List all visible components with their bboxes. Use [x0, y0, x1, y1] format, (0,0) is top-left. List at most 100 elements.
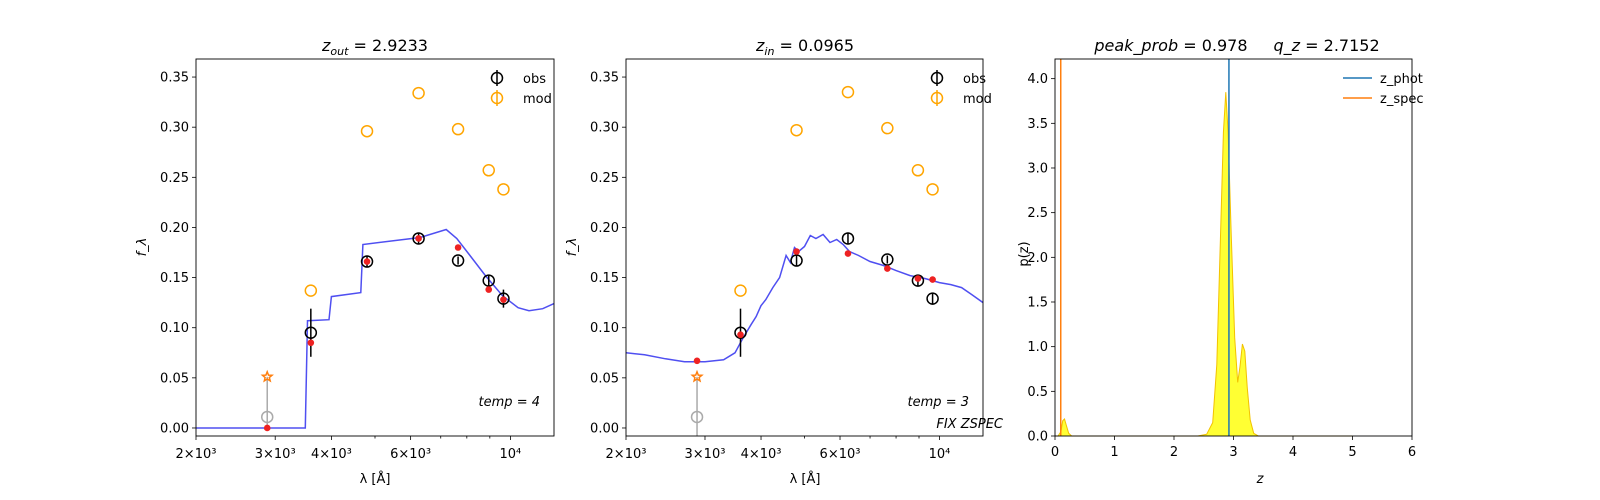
- x-axis-label: z: [1256, 472, 1265, 487]
- model-flux-dot: [844, 250, 852, 257]
- legend-label-zphot: z_phot: [1380, 72, 1423, 87]
- y-tick-label: 0.0: [1027, 430, 1048, 445]
- obs-point: [841, 232, 855, 245]
- mod-point: [734, 284, 747, 297]
- obs-point: [412, 232, 425, 245]
- legend-label-zspec: z_spec: [1380, 92, 1424, 107]
- y-tick-label: 0.20: [590, 221, 619, 236]
- x-tick-label: 2: [1170, 445, 1178, 460]
- legend-mod-marker: [930, 90, 944, 106]
- y-tick-label: 0.20: [160, 221, 189, 236]
- x-tick-label: 10⁴: [500, 447, 522, 462]
- x-tick-label: 6: [1408, 445, 1416, 460]
- mod-point: [790, 123, 803, 137]
- obs-point: [360, 255, 374, 268]
- obs-point: [911, 274, 925, 287]
- model-flux-dot: [737, 331, 744, 339]
- obs-point: [790, 254, 803, 267]
- y-tick-label: 1.0: [1027, 340, 1048, 355]
- legend-obs-marker: [490, 70, 504, 86]
- y-tick-label: 0.05: [590, 371, 619, 386]
- obs-point: [304, 326, 318, 339]
- legend-mod-marker: [490, 90, 504, 106]
- legend-obs-marker: [930, 70, 944, 86]
- obs-point: [497, 292, 510, 305]
- y-tick-label: 0.05: [160, 371, 189, 386]
- axes-frame: [1054, 58, 1413, 437]
- y-axis-label: f_λ: [565, 238, 580, 257]
- mod-point: [881, 121, 894, 135]
- legend-label-obs: obs: [963, 72, 986, 87]
- legend-label-mod: mod: [523, 92, 552, 107]
- y-tick-label: 2.0: [1027, 251, 1048, 266]
- model-flux-dot: [307, 339, 315, 347]
- mod-point: [412, 86, 425, 100]
- model-flux-dot: [914, 275, 922, 282]
- pz-curve: [1055, 92, 1353, 437]
- obs-point: [451, 254, 465, 267]
- y-tick-label: 4.0: [1027, 72, 1048, 87]
- upper-limit-star: [260, 369, 274, 383]
- legend-label-mod: mod: [963, 92, 992, 107]
- y-axis-label: f_λ: [135, 238, 150, 257]
- mod-point: [482, 164, 495, 177]
- pz-panel: peak_prob = 0.978 q_z = 2.7152 z p(z) z_p…: [1017, 36, 1424, 487]
- y-tick-label: 1.5: [1027, 295, 1048, 310]
- plot-area: 2×10³ 3×10³ 4×10³ 6×10³ 10⁴ 0.00 0.05 0.10 0.15 0…: [590, 58, 984, 462]
- x-tick-label: 4×10³: [311, 447, 352, 462]
- y-tick-label: 2.5: [1027, 206, 1048, 221]
- y-axis-label: p(z): [1017, 241, 1032, 266]
- y-tick-label: 3.5: [1027, 117, 1048, 132]
- y-tick-label: 0.15: [590, 271, 619, 286]
- y-tick-label: 0.5: [1027, 385, 1048, 400]
- model-flux-dot: [884, 265, 891, 272]
- model-sed-line: [196, 228, 554, 429]
- legend-label-obs: obs: [523, 72, 546, 87]
- model-flux-dot: [500, 296, 507, 303]
- obs-point: [482, 274, 495, 287]
- fix-zspec-annotation: FIX ZSPEC: [936, 417, 1004, 432]
- y-tick-label: 0.25: [160, 171, 189, 186]
- x-tick-label: 2×10³: [176, 447, 217, 462]
- x-tick-label: 6×10³: [820, 447, 861, 462]
- x-axis-label: λ [Å]: [360, 471, 391, 487]
- model-flux-dot: [363, 258, 371, 265]
- obs-point: [881, 253, 894, 266]
- mod-point: [911, 164, 925, 177]
- model-flux-dot: [693, 357, 701, 365]
- panel-title: peak_prob = 0.978 q_z = 2.7152: [1093, 36, 1379, 56]
- x-axis-label: λ [Å]: [790, 471, 821, 487]
- model-flux-dot: [929, 276, 936, 283]
- mod-point: [497, 183, 510, 196]
- x-tick-label: 2×10³: [606, 447, 647, 462]
- panel-title: zout = 2.9233: [321, 36, 428, 58]
- plot-content: [196, 86, 554, 432]
- y-tick-label: 3.0: [1027, 161, 1048, 176]
- template-annotation: temp = 3: [908, 395, 969, 410]
- legend: obs mod: [930, 70, 992, 107]
- obs-point: [734, 326, 747, 339]
- model-flux-dot: [485, 286, 493, 293]
- y-tick-label: 0.30: [160, 121, 189, 136]
- x-tick-label: 4×10³: [741, 447, 782, 462]
- plot-area: 0 1 2 3 4 5 6 0.0 0.5 1.0 1.5 2.0 2.5 3.0 3.5 4.0: [1027, 58, 1416, 460]
- x-tick-label: 3×10³: [255, 447, 296, 462]
- y-tick-label: 0.30: [590, 121, 619, 136]
- y-tick-label: 0.00: [590, 421, 619, 436]
- y-tick-label: 0.35: [590, 71, 619, 86]
- mod-point: [451, 122, 465, 136]
- plot-content: [626, 85, 983, 436]
- mod-point: [304, 284, 318, 297]
- legend: obs mod: [490, 70, 552, 107]
- model-sed-line: [626, 233, 983, 363]
- model-flux-dot: [793, 248, 800, 255]
- panel-title: zin = 0.0965: [755, 36, 854, 58]
- legend: z_phot z_spec: [1343, 72, 1424, 107]
- upper-limit-point: [260, 410, 274, 424]
- x-tick-label: 3×10³: [685, 447, 726, 462]
- x-tick-label: 6×10³: [390, 447, 431, 462]
- x-tick-label: 3: [1229, 445, 1237, 460]
- model-flux-dot: [263, 424, 271, 432]
- axes-frame: [625, 58, 984, 437]
